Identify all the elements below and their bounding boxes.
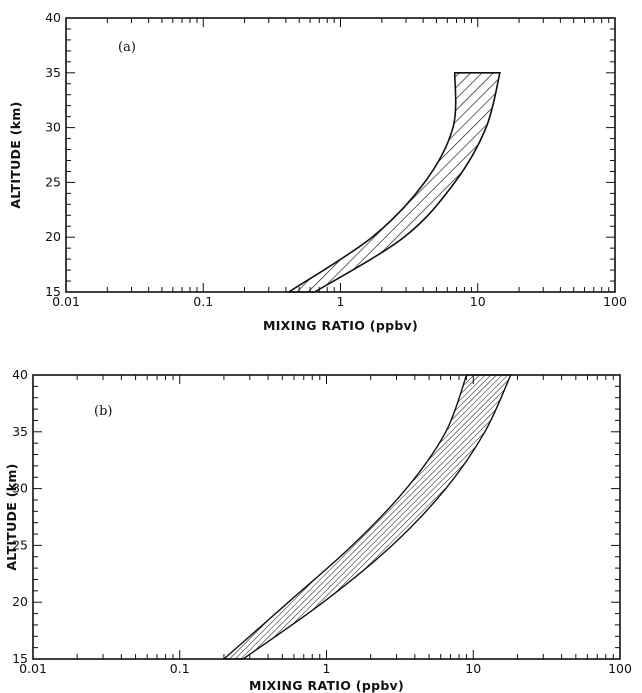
y-tick-label: 20 bbox=[45, 229, 61, 244]
ticks-a bbox=[65, 17, 615, 293]
x-tick-label: 0.1 bbox=[170, 661, 190, 676]
x-tick-label: 0.01 bbox=[52, 294, 80, 309]
y-axis-title-a: ALTITUDE (km) bbox=[8, 101, 23, 208]
x-tick-label: 10 bbox=[470, 294, 486, 309]
y-axis-title-b: ALTITUDE (km) bbox=[4, 463, 19, 570]
tick-labels-a: 0.01 0.1 1 10 100 15 20 25 30 35 40 bbox=[45, 10, 627, 309]
y-tick-label: 30 bbox=[45, 120, 61, 135]
x-tick-label: 10 bbox=[465, 661, 481, 676]
x-tick-label: 1 bbox=[337, 294, 345, 309]
y-tick-label: 35 bbox=[45, 65, 61, 80]
x-axis-title-b: MIXING RATIO (ppbv) bbox=[249, 678, 404, 693]
x-axis-title-a: MIXING RATIO (ppbv) bbox=[263, 318, 418, 333]
x-tick-label: 0.01 bbox=[19, 661, 47, 676]
x-tick-label: 1 bbox=[323, 661, 331, 676]
y-tick-label: 40 bbox=[12, 367, 28, 382]
y-tick-label: 35 bbox=[12, 424, 28, 439]
tick-labels-b: 0.01 0.1 1 10 100 15 20 25 30 35 40 bbox=[12, 367, 632, 676]
y-tick-label: 15 bbox=[45, 284, 61, 299]
plot-frame-a bbox=[65, 17, 616, 293]
panel-label-a: (a) bbox=[118, 40, 136, 55]
y-tick-label: 30 bbox=[12, 481, 28, 496]
panel-label-b: (b) bbox=[94, 404, 112, 419]
chart-panel-b: 0.01 0.1 1 10 100 15 20 25 30 35 40 (b) MIXING RAT… bbox=[4, 367, 632, 693]
ticks-b bbox=[32, 374, 620, 660]
x-tick-label: 100 bbox=[608, 661, 632, 676]
chart-panel-a: 0.01 0.1 1 10 100 15 20 25 30 35 40 (a) MIXING RAT… bbox=[8, 10, 627, 333]
plot-frame-b bbox=[32, 374, 621, 660]
mixing-ratio-band-a bbox=[286, 72, 501, 293]
x-tick-label: 100 bbox=[603, 294, 627, 309]
y-tick-label: 40 bbox=[45, 10, 61, 25]
x-tick-label: 0.1 bbox=[193, 294, 213, 309]
y-tick-label: 20 bbox=[12, 594, 28, 609]
y-tick-label: 25 bbox=[12, 537, 28, 552]
mixing-ratio-band-b bbox=[222, 374, 512, 660]
y-tick-label: 15 bbox=[12, 651, 28, 666]
y-tick-label: 25 bbox=[45, 174, 61, 189]
